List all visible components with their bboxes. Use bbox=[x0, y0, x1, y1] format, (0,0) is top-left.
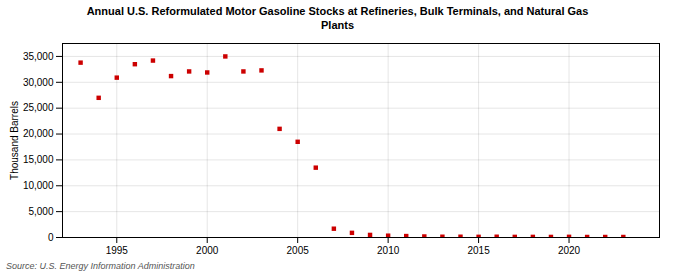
svg-text:Thousand Barrels: Thousand Barrels bbox=[9, 101, 20, 180]
svg-text:10,000: 10,000 bbox=[23, 180, 54, 191]
html-text:Annual U.S. Reformulated Motor: Annual U.S. Reformulated Motor Gasoline … bbox=[86, 5, 589, 32]
svg-text:5,000: 5,000 bbox=[28, 205, 53, 216]
svg-text:15,000: 15,000 bbox=[23, 154, 54, 165]
svg-text:2015: 2015 bbox=[467, 244, 490, 255]
svg-text:35,000: 35,000 bbox=[23, 50, 54, 61]
svg-text:2000: 2000 bbox=[196, 244, 219, 255]
svg-text:25,000: 25,000 bbox=[23, 102, 54, 113]
svg-text:20,000: 20,000 bbox=[23, 128, 54, 139]
svg-text:0: 0 bbox=[48, 231, 54, 242]
svg-text:2005: 2005 bbox=[287, 244, 310, 255]
html-text:Source: U.S. Energy Informatio: Source: U.S. Energy Information Administ… bbox=[6, 260, 195, 271]
svg-text:30,000: 30,000 bbox=[23, 76, 54, 87]
svg-text:2020: 2020 bbox=[558, 244, 581, 255]
svg-text:2010: 2010 bbox=[377, 244, 400, 255]
svg-text:1995: 1995 bbox=[106, 244, 129, 255]
